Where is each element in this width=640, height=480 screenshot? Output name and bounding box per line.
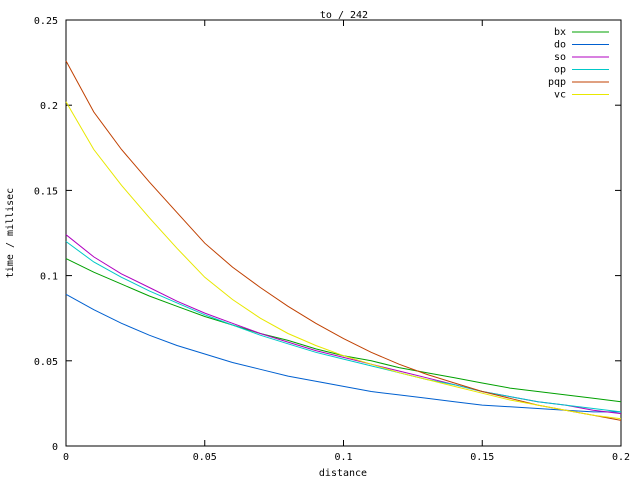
legend-label-do: do — [554, 40, 566, 51]
legend-label-so: so — [554, 52, 566, 63]
series-line-vc — [65, 101, 622, 420]
x-tick-label: 0.1 — [334, 452, 352, 463]
y-tick-label: 0.15 — [34, 186, 58, 197]
legend-label-bx: bx — [554, 27, 566, 38]
y-tick-label: 0.25 — [34, 16, 58, 27]
chart-title: to / 242 — [320, 10, 368, 21]
y-tick-label: 0.1 — [40, 272, 58, 283]
x-tick-label: 0.2 — [612, 452, 630, 463]
series-lines — [65, 60, 622, 421]
legend-label-op: op — [554, 65, 566, 76]
legend-label-pqp: pqp — [548, 77, 566, 88]
x-tick-label: 0.05 — [193, 452, 217, 463]
x-axis-title: distance — [319, 468, 367, 479]
y-axis: 0 0.05 0.1 0.15 0.2 0.25 — [34, 16, 621, 453]
x-tick-label: 0 — [63, 452, 69, 463]
legend-label-vc: vc — [554, 90, 566, 101]
x-tick-label: 0.15 — [470, 452, 494, 463]
x-axis: 0 0.05 0.1 0.15 0.2 — [63, 20, 630, 463]
series-line-pqp — [65, 60, 622, 421]
y-axis-title: time / millisec — [5, 188, 16, 278]
series-line-op — [65, 241, 622, 413]
y-tick-label: 0.2 — [40, 101, 58, 112]
y-tick-label: 0.05 — [34, 357, 58, 368]
y-tick-label: 0 — [52, 442, 58, 453]
series-line-do — [65, 293, 621, 413]
